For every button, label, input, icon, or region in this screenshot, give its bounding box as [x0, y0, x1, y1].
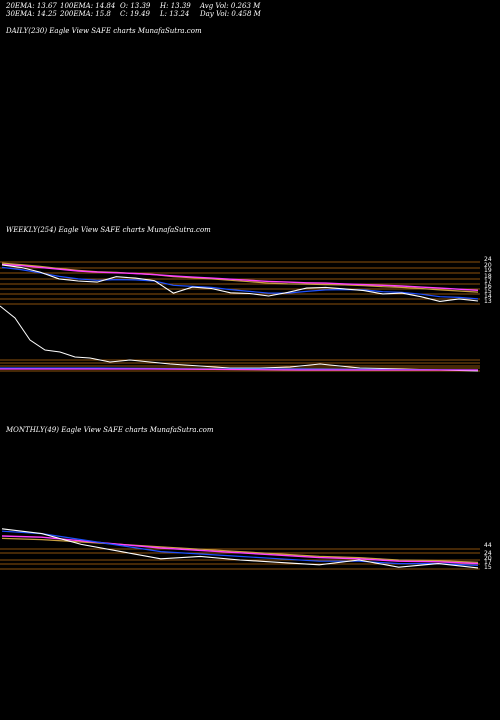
monthly-price-line	[1, 528, 479, 569]
weekly-tick-label-3: 18	[484, 273, 492, 280]
day-vol-stat: Day Vol: 0.458 M	[200, 10, 261, 18]
weekly-tick-label-0: 24	[484, 256, 492, 263]
monthly-tick-label-2: 20	[484, 555, 492, 562]
weekly-lower-ema-mid-line	[0, 368, 478, 371]
weekly-ema-long-line	[1, 262, 479, 293]
weekly-panel-label: WEEKLY(254) Eagle View SAFE charts Munaf…	[6, 226, 211, 234]
low-stat: L: 13.24	[160, 10, 190, 18]
weekly-tick-label-1: 20	[484, 262, 492, 269]
daily-panel-label: DAILY(230) Eagle View SAFE charts Munafa…	[6, 27, 202, 35]
weekly-tick-label-7: 14	[484, 293, 492, 300]
weekly-price-line	[1, 264, 479, 302]
open-stat: O: 13.39	[120, 2, 151, 10]
weekly-ema-short-line	[1, 266, 479, 300]
avg-vol-stat: Avg Vol: 0.263 M	[200, 2, 261, 10]
monthly-tick-label-1: 24	[484, 550, 492, 557]
high-stat: H: 13.39	[160, 2, 191, 10]
close-stat: C: 19.49	[120, 10, 150, 18]
weekly-lower-price-line	[0, 305, 479, 372]
ema100-stat: 100EMA: 14.84	[60, 2, 116, 10]
ema200-stat: 200EMA: 15.8	[60, 10, 111, 18]
ema20-stat: 20EMA: 13.67	[6, 2, 57, 10]
monthly-ema-long-line	[1, 537, 479, 563]
weekly-ema-mid-line	[1, 263, 479, 291]
weekly-tick-label-6: 15	[484, 288, 492, 295]
weekly-tick-label-8: 13	[484, 298, 492, 305]
monthly-ema-short-line	[1, 530, 479, 566]
monthly-tick-label-4: 15	[484, 564, 492, 571]
weekly-tick-label-5: 16	[484, 283, 492, 290]
monthly-tick-label-3: 17	[484, 559, 492, 566]
monthly-panel-label: MONTHLY(49) Eagle View SAFE charts Munaf…	[6, 426, 214, 434]
monthly-tick-label-0: 44	[484, 542, 492, 549]
monthly-ema-mid-line	[1, 535, 479, 565]
weekly-tick-label-4: 17	[484, 278, 492, 285]
weekly-tick-label-2: 19	[484, 267, 492, 274]
ema30-stat: 30EMA: 14.25	[6, 10, 57, 18]
